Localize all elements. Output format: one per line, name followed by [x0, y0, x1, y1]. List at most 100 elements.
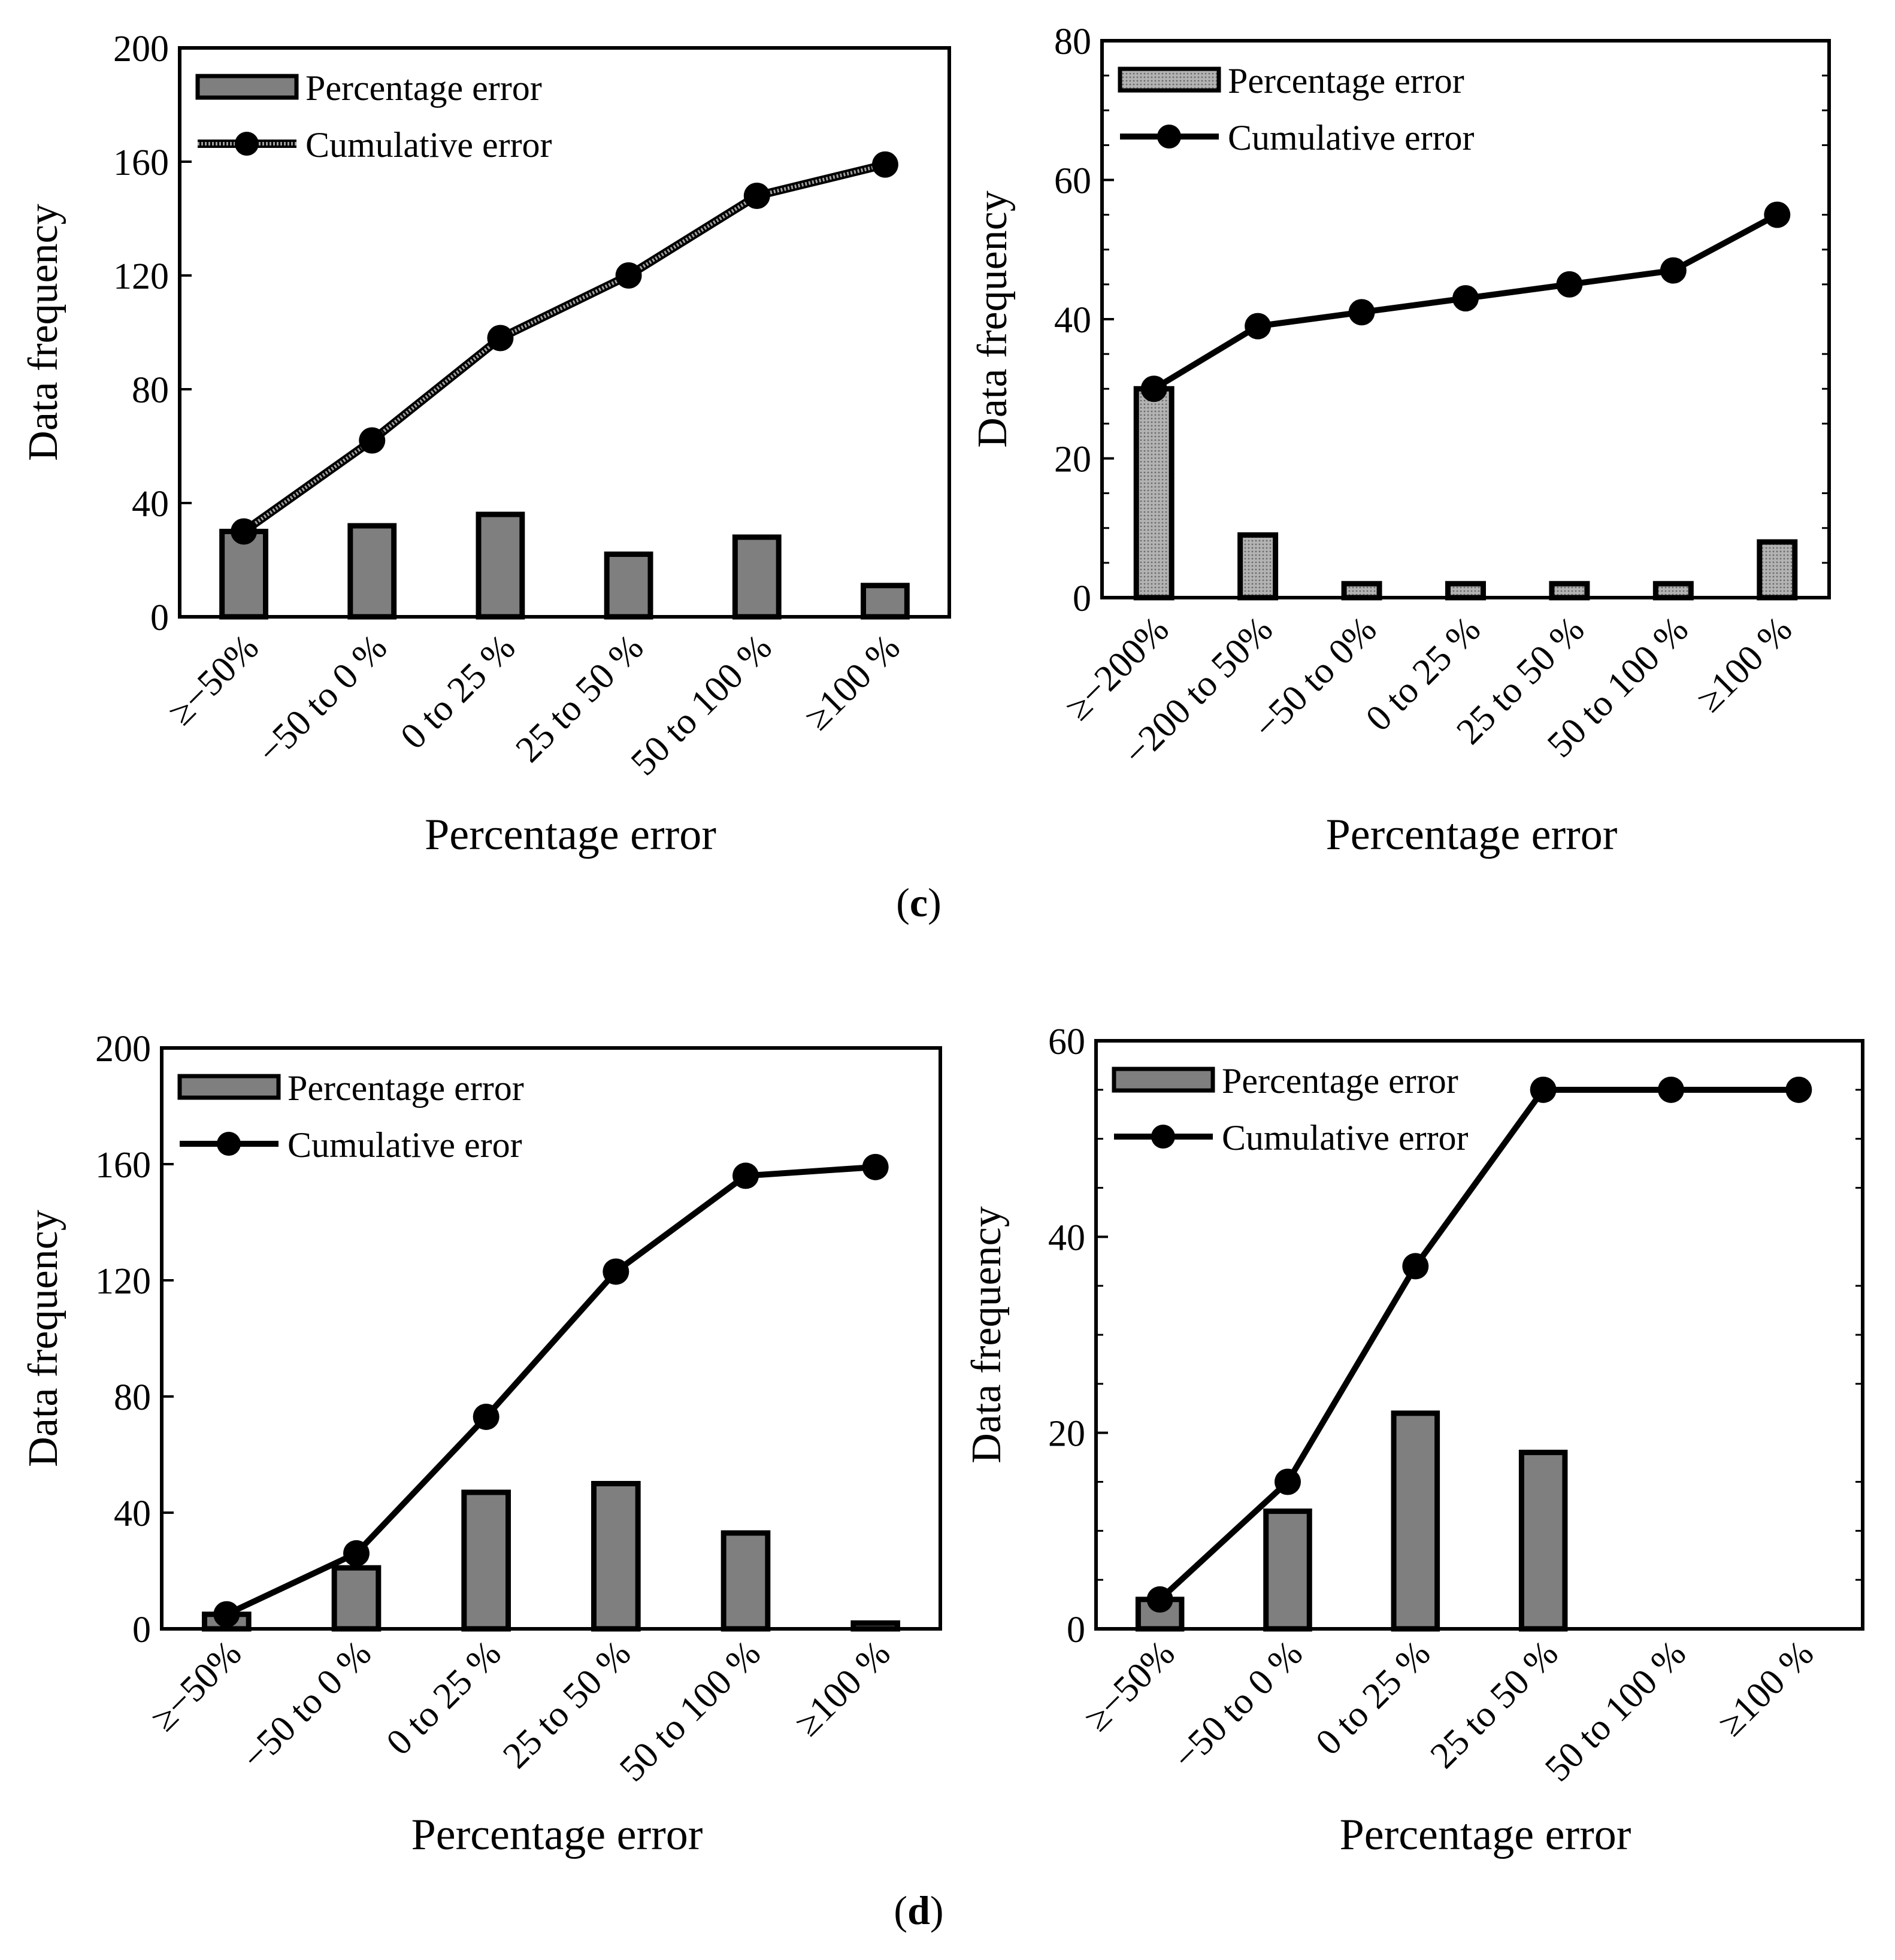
bar: [1133, 386, 1174, 601]
x-tick-label: ≥−50%: [143, 1633, 249, 1739]
y-tick-label: 60: [1054, 161, 1091, 202]
cumulative-point: [615, 262, 642, 289]
cumulative-point: [1348, 299, 1375, 326]
bar: [591, 1481, 641, 1632]
cumulative-line: [243, 162, 886, 533]
cumulative-point: [231, 518, 258, 545]
cumulative-point: [1530, 1076, 1557, 1103]
legend-line-marker: [217, 1132, 241, 1156]
cumulative-point: [213, 1601, 240, 1628]
legend-label-line: Cumulative error: [1228, 118, 1475, 157]
cumulative-line: [1158, 1086, 1799, 1602]
caption-c-letter: c: [910, 880, 928, 925]
y-tick-label: 160: [113, 143, 169, 183]
legend-label-line: Cumulative error: [305, 125, 552, 165]
cumulative-line-outline: [241, 160, 886, 535]
bar: [1652, 581, 1694, 601]
legend-line-marker: [1157, 125, 1181, 149]
cumulative-point: [1140, 375, 1167, 402]
bar: [1549, 581, 1590, 601]
legend-label-bars: Percentage error: [1228, 61, 1464, 101]
y-tick-label: 60: [1048, 1022, 1085, 1062]
y-tick-label: 0: [132, 1610, 151, 1650]
x-axis-label: Percentage error: [411, 1810, 703, 1859]
bar: [347, 523, 397, 620]
cumulative-line: [225, 1164, 876, 1617]
y-tick-label: 80: [132, 370, 169, 411]
cumulative-point: [1658, 1076, 1684, 1103]
cumulative-point: [359, 427, 386, 454]
legend-line-marker: [1151, 1125, 1175, 1149]
cumulative-point: [1245, 313, 1272, 340]
y-tick-label: 0: [1073, 578, 1091, 619]
cumulative-point: [473, 1403, 500, 1430]
x-tick-label: ≥100 %: [1689, 609, 1800, 720]
plot-frame: [1094, 1039, 1864, 1631]
bar: [1518, 1449, 1568, 1632]
x-tick-label: ≥100 %: [797, 627, 907, 738]
plot-frame: [160, 1046, 942, 1631]
bar: [461, 1489, 511, 1632]
y-tick-label: 160: [95, 1145, 151, 1186]
legend-bar-swatch: [1112, 1067, 1215, 1093]
bar: [604, 552, 653, 620]
bar: [1237, 532, 1279, 601]
legend-label-bars: Percentage error: [1222, 1061, 1458, 1101]
y-tick-label: 20: [1048, 1414, 1085, 1455]
legend-label-bars: Percentage error: [305, 68, 542, 108]
legend-label-line: Cumulative eror: [287, 1125, 522, 1165]
cumulative-point: [1764, 201, 1791, 228]
x-tick-label: ≥100 %: [787, 1633, 898, 1744]
cumulative-point: [603, 1258, 629, 1285]
x-tick-label: ≥100 %: [1711, 1633, 1821, 1744]
cumulative-point: [1275, 1468, 1301, 1495]
legend-bar-swatch: [177, 1074, 281, 1100]
y-tick-label: 20: [1054, 440, 1091, 480]
cumulative-point: [1556, 271, 1583, 298]
y-tick-label: 40: [1054, 300, 1091, 341]
x-tick-label: 0 to 25 %: [393, 627, 523, 757]
bar: [1341, 581, 1382, 601]
y-axis-label: Data frequency: [20, 204, 66, 461]
x-axis-label: Percentage error: [1326, 810, 1618, 859]
y-tick-label: 40: [114, 1494, 151, 1534]
y-axis-label: Data frequency: [964, 1206, 1010, 1463]
y-axis-label: Data frequency: [20, 1210, 66, 1467]
x-tick-label: −50 to 0 %: [234, 1633, 379, 1778]
y-tick-label: 40: [1048, 1217, 1085, 1258]
bar: [1445, 581, 1486, 601]
cumulative-point: [1146, 1586, 1173, 1613]
cumulative-point: [743, 183, 770, 209]
cumulative-point: [732, 1162, 759, 1189]
bar: [1391, 1410, 1440, 1632]
x-axis-label: Percentage error: [1340, 1810, 1631, 1859]
cumulative-point: [1402, 1253, 1429, 1280]
y-tick-label: 120: [113, 256, 169, 297]
x-tick-label: 0 to 25 %: [1308, 1633, 1438, 1763]
plot-frame: [178, 46, 951, 619]
cumulative-point: [343, 1540, 370, 1567]
y-tick-label: 80: [1054, 22, 1091, 62]
x-tick-label: ≥−50%: [161, 627, 267, 733]
legend-line-marker: [235, 132, 259, 156]
legend-bar-swatch: [195, 74, 299, 100]
bar: [1263, 1508, 1312, 1632]
bar: [861, 583, 910, 620]
x-tick-label: ≥−50%: [1076, 1633, 1182, 1739]
y-tick-label: 0: [1067, 1610, 1085, 1650]
legend-bar-swatch: [1118, 66, 1221, 93]
x-tick-label: 50 to 100 %: [612, 1633, 768, 1789]
bar: [331, 1565, 382, 1632]
legend-label-bars: Percentage error: [287, 1068, 524, 1108]
y-axis-label: Data frequency: [970, 190, 1016, 447]
x-tick-label: −50 to 0 %: [250, 627, 395, 772]
x-tick-label: 0 to 25 %: [379, 1633, 508, 1763]
plot-frame: [1100, 39, 1831, 599]
cumulative-point: [1660, 257, 1687, 284]
bar: [1757, 539, 1798, 601]
cumulative-point: [862, 1153, 889, 1180]
y-tick-label: 40: [132, 484, 169, 525]
x-tick-label: 50 to 100 %: [623, 627, 779, 783]
